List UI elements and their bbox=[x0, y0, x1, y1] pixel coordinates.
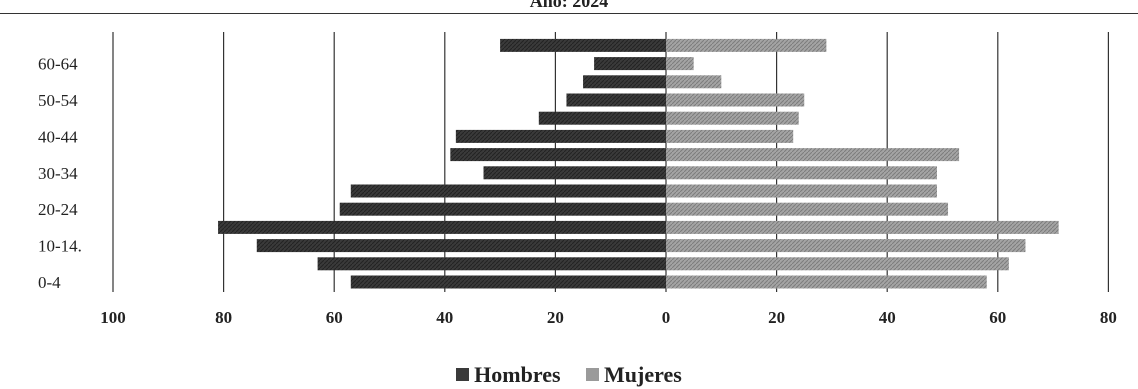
bar-mujeres bbox=[666, 148, 960, 162]
y-tick-label: 50-54 bbox=[38, 91, 78, 110]
x-tick-label: 80 bbox=[215, 308, 232, 327]
bar-mujeres bbox=[666, 93, 805, 107]
y-tick-label: 10-14. bbox=[38, 237, 82, 256]
bar-mujeres bbox=[666, 57, 694, 71]
bar-hombres bbox=[500, 38, 666, 52]
legend-swatch-mujeres bbox=[586, 368, 600, 381]
y-tick-label: 0-4 bbox=[38, 273, 61, 292]
bar-hombres bbox=[256, 239, 666, 253]
bar-mujeres bbox=[666, 220, 1059, 234]
legend-swatch-hombres bbox=[456, 368, 470, 381]
bar-mujeres bbox=[666, 184, 937, 198]
bar-hombres bbox=[317, 257, 666, 271]
top-rule bbox=[0, 13, 1138, 14]
y-tick-label: 60-64 bbox=[38, 55, 78, 74]
bar-hombres bbox=[583, 75, 666, 89]
bar-mujeres bbox=[666, 257, 1009, 271]
bar-mujeres bbox=[666, 275, 987, 289]
bar-hombres bbox=[218, 220, 666, 234]
x-tick-label: 100 bbox=[100, 308, 126, 327]
x-tick-label: 60 bbox=[326, 308, 343, 327]
bar-hombres bbox=[566, 93, 666, 107]
bar-mujeres bbox=[666, 129, 794, 143]
y-tick-label: 20-24 bbox=[38, 200, 78, 219]
y-tick-label: 40-44 bbox=[38, 127, 78, 146]
legend-item-mujeres: Mujeres bbox=[586, 362, 682, 388]
bar-hombres bbox=[450, 148, 666, 162]
bar-hombres bbox=[455, 129, 666, 143]
bar-hombres bbox=[483, 166, 666, 180]
y-tick-label: 30-34 bbox=[38, 164, 78, 183]
bar-hombres bbox=[538, 111, 666, 125]
bar-hombres bbox=[350, 184, 666, 198]
bar-mujeres bbox=[666, 38, 827, 52]
bar-hombres bbox=[350, 275, 666, 289]
bar-mujeres bbox=[666, 202, 949, 216]
x-tick-label: 60 bbox=[989, 308, 1006, 327]
legend-item-hombres: Hombres bbox=[456, 362, 561, 388]
bar-mujeres bbox=[666, 75, 722, 89]
x-tick-label: 20 bbox=[768, 308, 785, 327]
bar-hombres bbox=[594, 57, 666, 71]
x-tick-label: 80 bbox=[1100, 308, 1117, 327]
bar-mujeres bbox=[666, 166, 937, 180]
x-tick-label: 40 bbox=[879, 308, 896, 327]
legend-label-hombres: Hombres bbox=[474, 362, 561, 387]
bar-hombres bbox=[339, 202, 666, 216]
legend: Hombres Mujeres bbox=[0, 362, 1138, 388]
x-tick-label: 40 bbox=[436, 308, 453, 327]
chart-title: Año: 2024 bbox=[529, 0, 609, 11]
x-tick-label: 0 bbox=[662, 308, 671, 327]
legend-label-mujeres: Mujeres bbox=[604, 362, 682, 387]
bar-mujeres bbox=[666, 111, 799, 125]
bar-mujeres bbox=[666, 239, 1026, 253]
x-tick-label: 20 bbox=[547, 308, 564, 327]
